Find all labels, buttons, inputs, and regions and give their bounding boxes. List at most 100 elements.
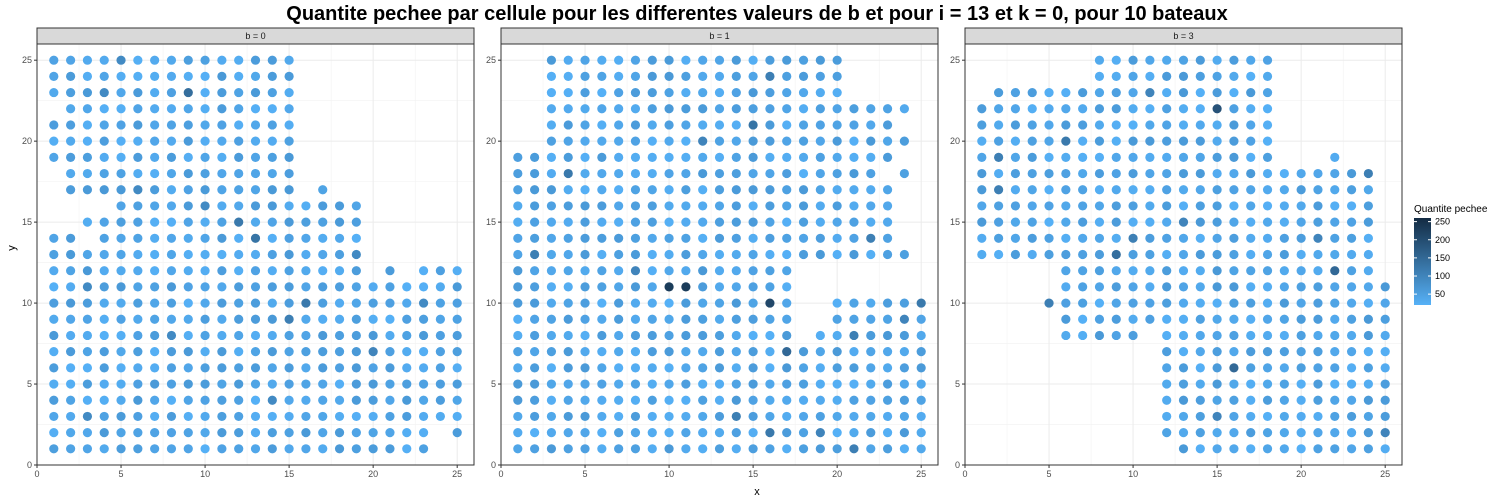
data-point <box>1229 233 1239 243</box>
data-point <box>664 233 674 243</box>
data-point <box>782 282 792 292</box>
data-point <box>99 314 109 324</box>
data-point <box>1162 217 1172 227</box>
data-point <box>681 233 691 243</box>
data-point <box>815 379 825 389</box>
data-point <box>563 347 573 357</box>
data-point <box>563 185 573 195</box>
data-point <box>217 428 227 438</box>
data-point <box>994 168 1004 179</box>
data-point <box>1363 428 1373 438</box>
data-point <box>1363 395 1373 405</box>
data-point <box>267 152 277 162</box>
data-point <box>1195 201 1205 211</box>
data-point <box>597 411 607 422</box>
data-point <box>1212 379 1222 389</box>
data-point <box>1128 120 1138 130</box>
data-point <box>1111 298 1121 308</box>
data-point <box>681 330 691 341</box>
data-point <box>731 379 741 389</box>
data-point <box>166 233 177 243</box>
data-point <box>217 266 227 276</box>
data-point <box>234 444 244 454</box>
data-point <box>267 120 277 130</box>
x-tick-label: 10 <box>1128 469 1138 479</box>
data-point <box>1262 411 1273 422</box>
data-point <box>351 330 361 341</box>
data-point <box>647 233 657 243</box>
data-point <box>150 168 160 179</box>
data-point <box>1145 152 1155 162</box>
data-point <box>1178 201 1189 211</box>
data-point <box>614 298 624 308</box>
data-point <box>1145 266 1155 276</box>
data-point <box>217 185 227 195</box>
data-point <box>1162 104 1172 114</box>
data-point <box>334 201 345 211</box>
data-point <box>234 71 244 81</box>
data-point <box>782 363 792 373</box>
data-point <box>1246 71 1256 81</box>
data-point <box>150 201 160 211</box>
data-point <box>1094 104 1105 114</box>
data-point <box>66 395 76 405</box>
y-tick-label: 10 <box>950 298 960 308</box>
data-point <box>1010 136 1021 146</box>
data-point <box>234 55 244 65</box>
data-point <box>166 347 177 357</box>
data-point <box>681 411 691 422</box>
data-point <box>1078 136 1088 146</box>
data-point <box>765 168 775 179</box>
data-point <box>765 379 775 389</box>
data-point <box>1262 233 1273 243</box>
data-point <box>647 298 657 308</box>
data-point <box>765 444 775 454</box>
data-point <box>99 363 109 373</box>
data-point <box>1229 249 1239 260</box>
data-point <box>698 428 708 438</box>
data-point <box>1162 120 1172 130</box>
data-point <box>234 233 244 243</box>
data-point <box>82 266 93 276</box>
data-point <box>1313 444 1323 454</box>
data-point <box>1010 201 1021 211</box>
data-point <box>815 71 825 81</box>
data-point <box>882 395 893 405</box>
data-point <box>150 428 160 438</box>
data-point <box>1212 347 1222 357</box>
data-point <box>832 444 842 454</box>
data-point <box>597 120 607 130</box>
data-point <box>334 428 345 438</box>
data-point <box>614 168 624 179</box>
data-point <box>1195 330 1205 341</box>
data-point <box>284 104 294 114</box>
data-point <box>1010 87 1021 98</box>
data-point <box>580 233 590 243</box>
data-point <box>49 87 59 98</box>
data-point <box>217 152 227 162</box>
data-point <box>183 55 193 65</box>
data-points <box>513 55 926 454</box>
data-point <box>630 87 641 98</box>
data-point <box>250 266 261 276</box>
data-point <box>66 411 76 422</box>
data-point <box>1145 168 1155 179</box>
data-point <box>748 233 758 243</box>
data-point <box>250 282 261 292</box>
data-point <box>815 347 825 357</box>
data-point <box>49 330 59 341</box>
data-point <box>183 314 193 324</box>
data-point <box>782 71 792 81</box>
data-point <box>1212 330 1222 341</box>
data-point <box>183 233 193 243</box>
data-point <box>748 249 758 260</box>
data-point <box>530 298 540 308</box>
data-point <box>1195 266 1205 276</box>
x-tick-label: 15 <box>1212 469 1222 479</box>
data-point <box>630 217 641 227</box>
data-point <box>133 136 143 146</box>
data-point <box>116 104 126 114</box>
data-point <box>1313 233 1323 243</box>
data-point <box>217 233 227 243</box>
data-point <box>1279 347 1289 357</box>
